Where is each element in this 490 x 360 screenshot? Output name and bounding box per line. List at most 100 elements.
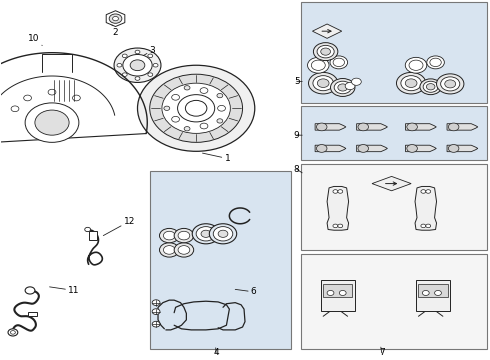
Text: 7: 7: [379, 347, 385, 357]
Circle shape: [426, 224, 431, 228]
Circle shape: [218, 230, 228, 237]
Circle shape: [338, 224, 343, 228]
Text: 11: 11: [49, 286, 79, 295]
Polygon shape: [447, 124, 478, 130]
Circle shape: [217, 119, 223, 123]
Bar: [89, 231, 98, 240]
Polygon shape: [406, 145, 436, 152]
Polygon shape: [415, 186, 437, 230]
Circle shape: [405, 79, 417, 87]
Circle shape: [152, 309, 160, 315]
Circle shape: [345, 82, 355, 90]
Circle shape: [333, 190, 338, 193]
Circle shape: [174, 243, 194, 257]
Polygon shape: [313, 24, 342, 39]
Text: 2: 2: [112, 25, 118, 37]
Text: 1: 1: [202, 153, 230, 163]
Circle shape: [338, 84, 347, 91]
Bar: [301, 253, 487, 348]
Circle shape: [351, 78, 361, 85]
Circle shape: [117, 63, 122, 67]
Circle shape: [11, 106, 19, 112]
Circle shape: [159, 243, 179, 257]
Circle shape: [35, 110, 69, 135]
Circle shape: [164, 106, 170, 111]
Circle shape: [448, 145, 459, 152]
Polygon shape: [372, 176, 411, 191]
Bar: [418, 284, 448, 297]
Circle shape: [152, 321, 160, 327]
Circle shape: [421, 224, 426, 228]
Circle shape: [317, 145, 327, 152]
Circle shape: [358, 123, 368, 131]
Circle shape: [148, 54, 153, 58]
Text: 12: 12: [103, 217, 135, 235]
Text: 10: 10: [27, 34, 42, 45]
Text: 5: 5: [294, 77, 302, 86]
Text: 9: 9: [294, 131, 302, 140]
Circle shape: [24, 95, 31, 101]
Circle shape: [135, 77, 140, 80]
Circle shape: [318, 79, 329, 87]
Circle shape: [396, 72, 426, 94]
Circle shape: [200, 123, 208, 129]
Circle shape: [200, 88, 208, 93]
Circle shape: [8, 329, 18, 336]
Circle shape: [209, 224, 237, 244]
Polygon shape: [315, 145, 346, 152]
Circle shape: [201, 230, 211, 237]
Circle shape: [184, 127, 190, 131]
Circle shape: [430, 58, 441, 67]
Polygon shape: [447, 145, 478, 152]
Circle shape: [339, 291, 346, 296]
Bar: [416, 280, 450, 311]
Circle shape: [48, 89, 56, 95]
Circle shape: [426, 190, 431, 193]
Circle shape: [441, 77, 460, 91]
Circle shape: [192, 224, 220, 244]
Circle shape: [162, 83, 230, 134]
Circle shape: [334, 81, 351, 94]
Circle shape: [327, 291, 334, 296]
Circle shape: [25, 103, 79, 142]
Polygon shape: [327, 186, 348, 230]
Polygon shape: [357, 145, 388, 152]
Circle shape: [150, 74, 243, 142]
Circle shape: [172, 116, 179, 122]
Circle shape: [138, 65, 255, 151]
Circle shape: [308, 57, 329, 73]
Circle shape: [407, 123, 417, 131]
Bar: [301, 107, 487, 160]
Bar: [301, 164, 487, 250]
Text: 8: 8: [294, 165, 302, 174]
Circle shape: [172, 94, 179, 100]
Circle shape: [163, 231, 175, 240]
Polygon shape: [406, 124, 436, 130]
Circle shape: [314, 42, 338, 60]
Circle shape: [448, 123, 459, 131]
Circle shape: [420, 79, 441, 95]
Text: 4: 4: [213, 348, 219, 357]
Circle shape: [333, 58, 344, 67]
Circle shape: [311, 60, 325, 70]
Text: 6: 6: [235, 287, 257, 296]
Circle shape: [426, 84, 435, 90]
Bar: [301, 3, 487, 103]
Circle shape: [159, 228, 179, 243]
Circle shape: [196, 226, 216, 241]
Circle shape: [333, 224, 338, 228]
Circle shape: [163, 246, 175, 254]
Circle shape: [123, 54, 152, 76]
Circle shape: [409, 60, 423, 70]
Circle shape: [174, 228, 194, 243]
Circle shape: [122, 54, 127, 58]
Circle shape: [152, 300, 160, 306]
Circle shape: [178, 231, 190, 240]
Circle shape: [109, 14, 122, 23]
Circle shape: [148, 73, 153, 76]
Circle shape: [178, 246, 190, 254]
Circle shape: [435, 291, 441, 296]
Circle shape: [437, 74, 464, 94]
Circle shape: [422, 291, 429, 296]
Bar: [323, 284, 352, 297]
